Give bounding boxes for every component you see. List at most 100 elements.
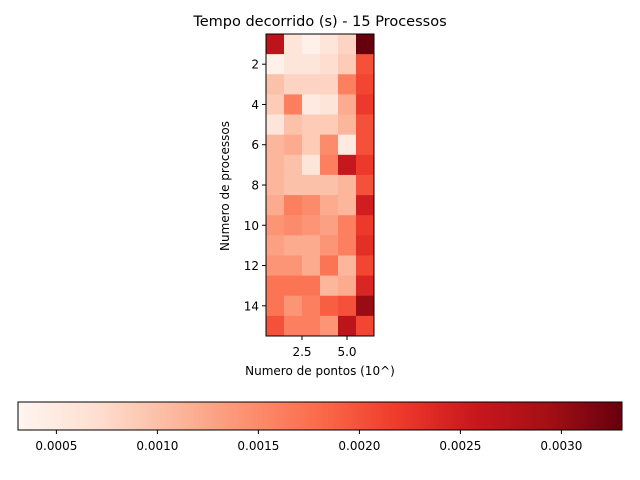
heatmap-cell xyxy=(266,74,285,95)
y-axis-label: Numero de processos xyxy=(218,121,232,251)
heatmap-cell xyxy=(338,235,357,256)
heatmap-cell xyxy=(266,275,285,297)
heatmap-cell xyxy=(338,295,357,317)
heatmap-cell xyxy=(266,34,285,55)
x-axis-label: Numero de pontos (10^) xyxy=(245,364,395,378)
heatmap-cell xyxy=(266,235,285,256)
heatmap-cell xyxy=(284,154,303,176)
heatmap-cell xyxy=(320,94,339,115)
heatmap-cell xyxy=(320,74,339,95)
heatmap-cell xyxy=(302,255,321,276)
heatmap-cell xyxy=(284,255,303,276)
y-tick-label: 2 xyxy=(251,58,259,72)
heatmap-cell xyxy=(338,94,357,115)
heatmap-cell xyxy=(320,174,339,196)
colorbar-tick-label: 0.0005 xyxy=(35,439,77,453)
y-tick-label: 14 xyxy=(244,299,259,313)
heatmap-cell xyxy=(302,195,321,216)
heatmap-cell xyxy=(284,295,303,317)
heatmap-cell xyxy=(266,215,285,236)
colorbar xyxy=(17,401,623,431)
heatmap-cell xyxy=(266,195,285,216)
heatmap-cell xyxy=(284,94,303,115)
heatmap-cell xyxy=(284,74,303,95)
heatmap-cell xyxy=(284,34,303,55)
heatmap-cell xyxy=(284,315,303,337)
heatmap-cell xyxy=(302,114,321,136)
heatmap-cell xyxy=(302,34,321,55)
heatmap-cell xyxy=(266,134,285,156)
heatmap-cell xyxy=(356,94,375,115)
heatmap-cell xyxy=(320,215,339,236)
heatmap-cell xyxy=(284,134,303,156)
colorbar-ticks: 0.0005 0.0010 0.0015 0.0020 0.0025 0.0030 xyxy=(35,430,582,453)
heatmap-cell xyxy=(320,255,339,276)
heatmap-cell xyxy=(320,315,339,337)
heatmap-cell xyxy=(356,174,375,196)
heatmap-cell xyxy=(356,154,375,176)
heatmap-cell xyxy=(356,315,375,337)
heatmap-cell xyxy=(338,174,357,196)
heatmap-cell xyxy=(266,255,285,276)
heatmap-cell xyxy=(356,34,375,55)
heatmap-cell xyxy=(356,275,375,297)
x-tick-label: 5.0 xyxy=(337,345,356,359)
heatmap-cell xyxy=(284,215,303,236)
heatmap-cell xyxy=(284,235,303,256)
heatmap-cell xyxy=(302,315,321,337)
y-tick-label: 6 xyxy=(251,138,259,152)
colorbar-tick-label: 0.0010 xyxy=(136,439,178,453)
y-axis-ticks: 2 4 6 8 10 12 14 xyxy=(244,58,266,313)
heatmap-cell xyxy=(338,74,357,95)
chart-title: Tempo decorrido (s) - 15 Processos xyxy=(192,14,446,30)
heatmap-cell xyxy=(356,295,375,317)
heatmap-cell xyxy=(284,114,303,136)
heatmap-cell xyxy=(320,275,339,297)
heatmap-cell xyxy=(320,34,339,55)
heatmap-cell xyxy=(320,114,339,136)
heatmap-cell xyxy=(338,114,357,136)
heatmap-cell xyxy=(338,134,357,156)
heatmap-cell xyxy=(266,114,285,136)
x-tick-label: 2.5 xyxy=(292,345,311,359)
colorbar-tick-label: 0.0015 xyxy=(237,439,279,453)
y-tick-label: 10 xyxy=(244,219,259,233)
heatmap-cells xyxy=(266,34,375,337)
heatmap-cell xyxy=(302,215,321,236)
heatmap-cell xyxy=(338,255,357,276)
x-axis-ticks: 2.5 5.0 xyxy=(292,336,357,359)
heatmap-cell xyxy=(356,74,375,95)
heatmap-cell xyxy=(284,174,303,196)
heatmap-cell xyxy=(356,255,375,276)
heatmap-cell xyxy=(284,275,303,297)
y-tick-label: 12 xyxy=(244,259,259,273)
heatmap-cell xyxy=(302,74,321,95)
heatmap-cell xyxy=(338,195,357,216)
heatmap-cell xyxy=(320,134,339,156)
heatmap-cell xyxy=(356,134,375,156)
heatmap-cell xyxy=(302,275,321,297)
heatmap-cell xyxy=(320,235,339,256)
heatmap-cell xyxy=(266,315,285,337)
heatmap-cell xyxy=(320,54,339,75)
heatmap-cell xyxy=(266,174,285,196)
heatmap-cell xyxy=(266,295,285,317)
heatmap-cell xyxy=(338,315,357,337)
heatmap-cell xyxy=(266,154,285,176)
heatmap-cell xyxy=(356,215,375,236)
colorbar-tick-label: 0.0030 xyxy=(540,439,582,453)
heatmap-cell xyxy=(356,114,375,136)
heatmap-cell xyxy=(266,94,285,115)
heatmap-cell xyxy=(302,94,321,115)
heatmap-cell xyxy=(302,154,321,176)
colorbar-tick-label: 0.0025 xyxy=(439,439,481,453)
heatmap-cell xyxy=(284,54,303,75)
heatmap-cell xyxy=(320,195,339,216)
heatmap-cell xyxy=(302,54,321,75)
colorbar-tick-label: 0.0020 xyxy=(338,439,380,453)
y-tick-label: 4 xyxy=(251,98,259,112)
heatmap-cell xyxy=(302,295,321,317)
heatmap-cell xyxy=(338,34,357,55)
heatmap-cell xyxy=(284,195,303,216)
